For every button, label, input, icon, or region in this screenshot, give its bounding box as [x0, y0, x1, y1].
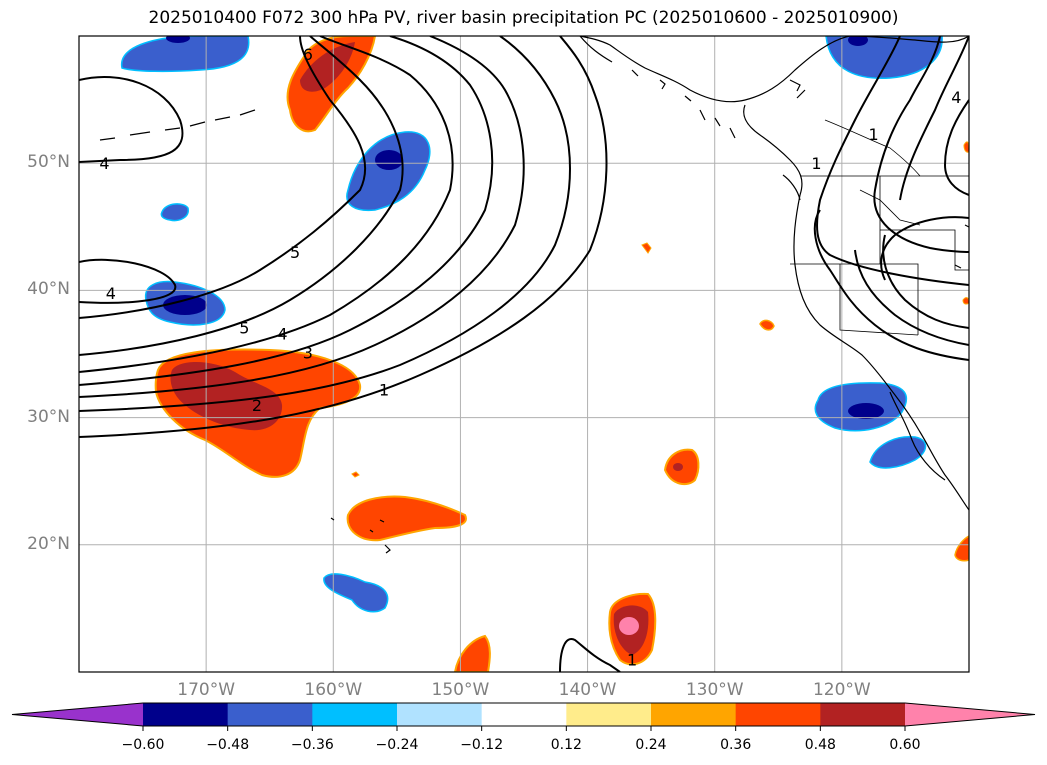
- colorbar-segment: [651, 703, 737, 726]
- colorbar: [11, 702, 1036, 731]
- contour-label: 5: [239, 318, 249, 337]
- colorbar-segment: [227, 703, 313, 726]
- negative-anomaly-dateline: [144, 280, 226, 326]
- map-title: 2025010400 F072 300 hPa PV, river basin …: [148, 8, 899, 28]
- colorbar-tick-label: 0.24: [635, 737, 667, 753]
- colorbar-tick-label: 0.12: [550, 737, 582, 753]
- colorbar-segment: [397, 703, 483, 726]
- longitude-tick-label: 140°W: [558, 680, 617, 700]
- negative-anomaly-north-pacific: [121, 36, 250, 73]
- longitude-tick-label: 120°W: [812, 680, 871, 700]
- colorbar-tick-label: 0.36: [720, 737, 752, 753]
- colorbar-segment: [143, 703, 229, 726]
- map-frame: [78, 35, 970, 673]
- contour-label: 4: [106, 284, 116, 303]
- colorbar-segment: [735, 703, 821, 726]
- colorbar-extend-low: [12, 703, 143, 726]
- pv-contours: [79, 36, 969, 672]
- contour-label: 6: [303, 45, 313, 64]
- colorbar-segment: [820, 703, 906, 726]
- negative-anomaly-california: [814, 382, 927, 469]
- colorbar-tick-label: 0.48: [804, 737, 836, 753]
- contour-label: 3: [303, 344, 313, 363]
- negative-anomaly-hawaii: [323, 573, 389, 613]
- precipitation-pc-shading: [121, 36, 969, 672]
- positive-anomaly-subtropical: [154, 348, 362, 478]
- positive-anomaly-alaska: [286, 36, 377, 133]
- colorbar-tick-label: 0.60: [889, 737, 921, 753]
- contour-label: 1: [869, 125, 879, 144]
- colorbar-tick-label: −0.60: [121, 737, 165, 753]
- positive-anomaly-east: [641, 242, 775, 486]
- latitude-tick-label: 40°N: [27, 279, 70, 300]
- map-gridlines: [79, 36, 969, 672]
- colorbar-tick-label: −0.36: [290, 737, 334, 753]
- colorbar-segment: [481, 703, 567, 726]
- contour-label: 4: [951, 88, 961, 107]
- contour-label: 4: [99, 154, 109, 173]
- positive-anomaly-hawaii: [346, 471, 467, 542]
- colorbar-tick-label: −0.24: [375, 737, 419, 753]
- colorbar-tick-label: −0.12: [460, 737, 504, 753]
- longitude-tick-label: 170°W: [177, 680, 236, 700]
- negative-anomaly-small: [160, 203, 189, 222]
- colorbar-extend-high: [905, 703, 1035, 726]
- negative-anomaly-nw: [825, 36, 943, 80]
- longitude-tick-label: 150°W: [431, 680, 490, 700]
- latitude-tick-label: 20°N: [27, 533, 70, 554]
- latitude-tick-label: 50°N: [27, 152, 70, 173]
- longitude-tick-label: 130°W: [685, 680, 744, 700]
- contour-label: 1: [627, 650, 637, 669]
- contour-label: 1: [379, 381, 389, 400]
- longitude-tick-label: 160°W: [304, 680, 363, 700]
- contour-label: 4: [277, 325, 287, 344]
- contour-label: 1: [811, 154, 821, 173]
- negative-anomaly-gulf: [346, 131, 431, 212]
- colorbar-segment: [566, 703, 652, 726]
- colorbar-segment: [312, 703, 398, 726]
- contour-label: 5: [290, 243, 300, 262]
- coastlines: [99, 36, 969, 554]
- colorbar-tick-label: −0.48: [206, 737, 250, 753]
- latitude-tick-label: 30°N: [27, 406, 70, 427]
- positive-anomaly-south: [453, 141, 969, 672]
- contour-label: 2: [252, 396, 262, 415]
